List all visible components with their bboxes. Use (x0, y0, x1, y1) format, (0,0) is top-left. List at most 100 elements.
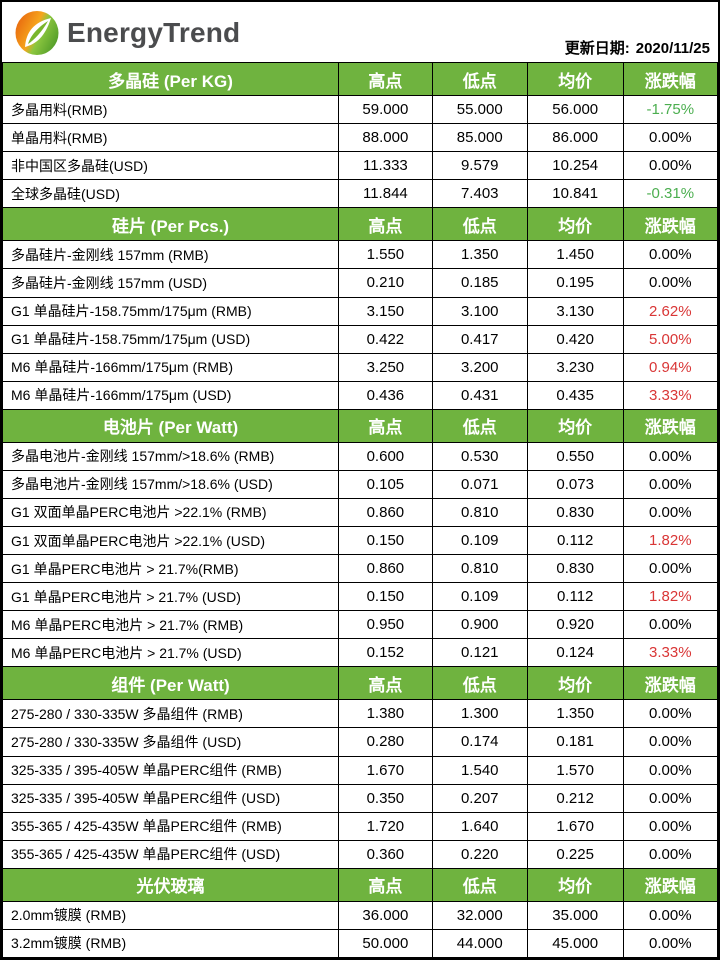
cell-high: 59.000 (338, 95, 433, 125)
cell-low: 0.220 (431, 839, 528, 869)
cell-label: 多晶硅片-金刚线 157mm (RMB) (2, 240, 340, 270)
cell-avg: 0.830 (526, 497, 624, 528)
cell-low: 7.403 (431, 179, 528, 209)
cell-high: 0.860 (338, 554, 433, 584)
update-date-label: 更新日期: (564, 40, 630, 57)
cell-high: 88.000 (338, 123, 433, 153)
table-row: 3.2mm镀膜 (RMB) 50.000 44.000 45.000 0.00% (2, 928, 718, 958)
cell-high: 0.600 (338, 441, 433, 471)
cell-avg: 0.550 (526, 441, 624, 471)
section-title: 硅片 (Per Pcs.) (2, 207, 340, 242)
cell-change: 0.00% (622, 699, 718, 729)
cell-avg: 0.073 (526, 469, 624, 499)
cell-label: 355-365 / 425-435W 单晶PERC组件 (RMB) (2, 811, 340, 841)
cell-low: 1.350 (431, 240, 528, 270)
cell-change: 0.00% (622, 755, 718, 785)
cell-high: 0.350 (338, 783, 433, 813)
cell-avg: 1.570 (526, 755, 624, 785)
cell-low: 0.900 (431, 610, 528, 640)
column-header-avg: 均价 (526, 408, 624, 443)
cell-label: G1 单晶硅片-158.75mm/175μm (RMB) (2, 296, 340, 326)
cell-avg: 0.212 (526, 783, 624, 813)
cell-change: 0.00% (622, 497, 718, 528)
cell-avg: 0.920 (526, 610, 624, 640)
table-row: G1 单晶硅片-158.75mm/175μm (RMB) 3.150 3.100 3.… (2, 296, 718, 326)
cell-change: 0.00% (622, 469, 718, 499)
cell-avg: 0.112 (526, 525, 624, 556)
cell-avg: 0.435 (526, 380, 624, 410)
cell-label: G1 双面单晶PERC电池片 >22.1% (USD) (2, 525, 340, 556)
cell-high: 0.150 (338, 525, 433, 556)
table-row: G1 单晶PERC电池片 > 21.7%(RMB) 0.860 0.810 0.830… (2, 554, 718, 584)
cell-high: 1.720 (338, 811, 433, 841)
cell-high: 0.422 (338, 324, 433, 354)
cell-low: 0.185 (431, 268, 528, 298)
cell-high: 0.860 (338, 497, 433, 528)
cell-high: 0.152 (338, 638, 433, 668)
cell-avg: 0.181 (526, 727, 624, 757)
cell-avg: 10.841 (526, 179, 624, 209)
cell-high: 0.360 (338, 839, 433, 869)
cell-low: 44.000 (431, 928, 528, 958)
section-title: 光伏玻璃 (2, 867, 340, 902)
cell-avg: 1.350 (526, 699, 624, 729)
column-header-low: 低点 (431, 867, 528, 902)
section-title: 多晶硅 (Per KG) (2, 61, 340, 97)
cell-avg: 1.670 (526, 811, 624, 841)
table-row: G1 双面单晶PERC电池片 >22.1% (RMB) 0.860 0.810 0.8… (2, 497, 718, 528)
cell-high: 1.550 (338, 240, 433, 270)
cell-label: G1 双面单晶PERC电池片 >22.1% (RMB) (2, 497, 340, 528)
cell-change: 0.00% (622, 900, 718, 930)
cell-label: 全球多晶硅(USD) (2, 179, 340, 209)
energytrend-logo: EnergyTrend (14, 10, 240, 56)
cell-label: 多晶用料(RMB) (2, 95, 340, 125)
cell-high: 0.105 (338, 469, 433, 499)
cell-avg: 56.000 (526, 95, 624, 125)
cell-change: 0.00% (622, 839, 718, 869)
cell-label: 325-335 / 395-405W 单晶PERC组件 (USD) (2, 783, 340, 813)
logo-text: EnergyTrend (67, 17, 241, 48)
table-row: M6 单晶PERC电池片 > 21.7% (USD) 0.152 0.121 0.12… (2, 638, 718, 668)
table-row: G1 单晶PERC电池片 > 21.7% (USD) 0.150 0.109 0.11… (2, 582, 718, 612)
cell-avg: 0.225 (526, 839, 624, 869)
cell-low: 1.640 (431, 811, 528, 841)
table-row: 单晶用料(RMB) 88.000 85.000 86.000 0.00% (2, 123, 718, 153)
cell-high: 1.670 (338, 755, 433, 785)
cell-change: 0.00% (622, 811, 718, 841)
top-bar: EnergyTrend 更新日期: 2020/11/25 (2, 2, 718, 62)
cell-high: 11.844 (338, 179, 433, 209)
cell-change: 0.00% (622, 441, 718, 471)
cell-label: 多晶硅片-金刚线 157mm (USD) (2, 268, 340, 298)
cell-avg: 0.124 (526, 638, 624, 668)
column-header-change: 涨跌幅 (622, 207, 718, 242)
table-row: 多晶电池片-金刚线 157mm/>18.6% (USD) 0.105 0.071 0.… (2, 469, 718, 499)
cell-avg: 0.112 (526, 582, 624, 612)
cell-change: 0.00% (622, 554, 718, 584)
table-row: 多晶用料(RMB) 59.000 55.000 56.000 -1.75% (2, 95, 718, 125)
column-header-high: 高点 (338, 207, 433, 242)
cell-label: 多晶电池片-金刚线 157mm/>18.6% (RMB) (2, 441, 340, 471)
column-header-change: 涨跌幅 (622, 666, 718, 701)
cell-low: 0.530 (431, 441, 528, 471)
cell-low: 85.000 (431, 123, 528, 153)
section-title: 电池片 (Per Watt) (2, 408, 340, 443)
cell-high: 0.210 (338, 268, 433, 298)
cell-avg: 1.450 (526, 240, 624, 270)
cell-change: 0.00% (622, 123, 718, 153)
cell-change: 0.94% (622, 352, 718, 382)
column-header-change: 涨跌幅 (622, 867, 718, 902)
cell-avg: 0.420 (526, 324, 624, 354)
cell-low: 32.000 (431, 900, 528, 930)
cell-label: 非中国区多晶硅(USD) (2, 151, 340, 181)
cell-label: 2.0mm镀膜 (RMB) (2, 900, 340, 930)
cell-change: 3.33% (622, 380, 718, 410)
cell-label: 多晶电池片-金刚线 157mm/>18.6% (USD) (2, 469, 340, 499)
cell-change: 2.62% (622, 296, 718, 326)
cell-low: 0.109 (431, 582, 528, 612)
cell-label: 355-365 / 425-435W 单晶PERC组件 (USD) (2, 839, 340, 869)
cell-change: 0.00% (622, 727, 718, 757)
cell-low: 0.121 (431, 638, 528, 668)
cell-change: 0.00% (622, 928, 718, 958)
cell-low: 3.100 (431, 296, 528, 326)
table-row: G1 双面单晶PERC电池片 >22.1% (USD) 0.150 0.109 0.1… (2, 525, 718, 556)
